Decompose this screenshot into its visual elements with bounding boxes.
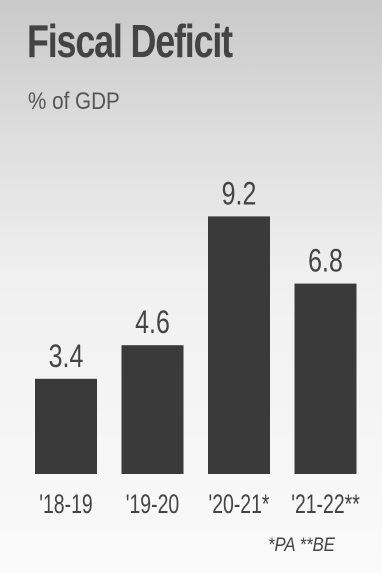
category-label-2: '20-21* [209,489,270,519]
category-label-1: '19-20 [126,489,179,519]
category-label-3: '21-22** [291,489,360,519]
bar-value-label-2: 9.2 [222,177,257,213]
bar-0 [35,378,97,474]
chart-footnote: *PA **BE [268,535,335,556]
bar-2 [208,216,270,474]
category-label-0: '18-19 [39,489,92,519]
bar-value-label-3: 6.8 [308,244,343,280]
bar-1 [121,345,184,474]
bar-value-label-1: 4.6 [135,305,170,341]
bar-value-label-0: 3.4 [49,339,84,375]
chart-subtitle: % of GDP [28,88,120,115]
bar-3 [294,283,357,474]
chart-title: Fiscal Deficit [27,15,233,67]
